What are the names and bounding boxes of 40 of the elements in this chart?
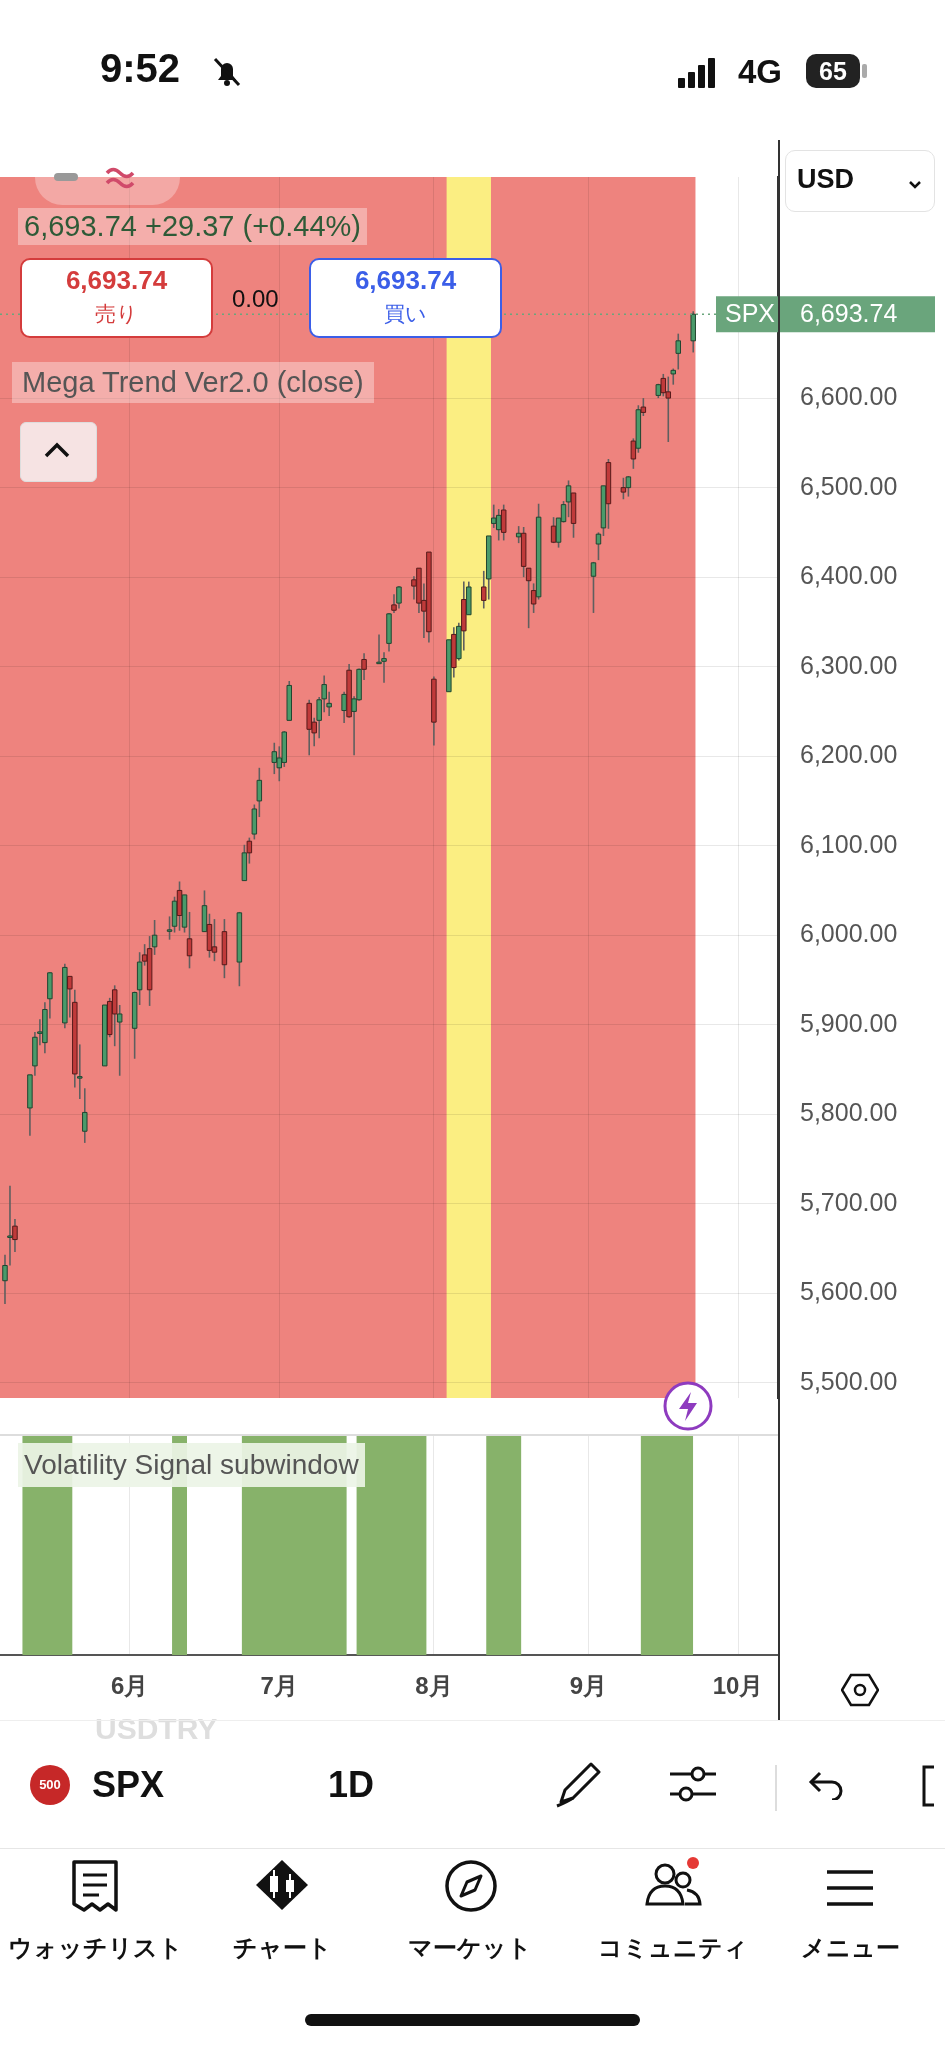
annotation: 6,693.74	[353, 265, 458, 296]
text: マーケット	[407, 1933, 533, 1963]
annotation: 売り	[94, 301, 139, 327]
x-tick-label: 8月	[415, 1672, 453, 1700]
y-tick-label: 6,100.00	[800, 829, 898, 858]
y-tick-label: 6,000.00	[800, 919, 898, 948]
x-tick-label: 7月	[260, 1672, 298, 1700]
y-tick-label: 6,400.00	[800, 561, 898, 590]
text: 500	[30, 1765, 70, 1805]
text: ウォッチリスト	[6, 1933, 184, 1963]
y-tick-label: 6,300.00	[800, 650, 898, 679]
annotation: 6,693.74	[64, 265, 169, 296]
y-tick-label: 6,200.00	[800, 740, 898, 769]
y-tick-label: 5,700.00	[800, 1187, 898, 1216]
ref-line-label: SPX	[725, 299, 776, 328]
y-tick-label: 5,500.00	[800, 1366, 898, 1395]
text: 65	[806, 54, 860, 88]
annotation: 買い	[383, 301, 428, 327]
candlestick	[391, 593, 397, 614]
text: メニュー	[799, 1933, 901, 1963]
text: コミュニティ	[597, 1933, 749, 1963]
annotation: 6,693.74 +29.37 (+0.44%)	[18, 208, 367, 245]
text: 6,693.74	[800, 299, 898, 328]
y-tick-label: 6,500.00	[800, 471, 898, 500]
text: USD	[797, 164, 855, 195]
y-tick-label: 5,800.00	[800, 1098, 898, 1127]
text: SPX	[92, 1764, 165, 1806]
y-tick-label: 5,900.00	[800, 1008, 898, 1037]
text: Volatility Signal subwindow	[18, 1443, 365, 1487]
y-tick-label: 6,600.00	[800, 382, 898, 410]
annotation: 0.00	[232, 285, 279, 313]
text: 1D	[328, 1764, 375, 1806]
annotation: Mega Trend Ver2.0 (close)	[12, 362, 374, 403]
x-tick-label: 9月	[569, 1672, 608, 1700]
text: 9:52	[100, 46, 181, 91]
x-tick-label: 10月	[712, 1672, 764, 1700]
text: チャート	[231, 1933, 333, 1963]
text: 4G	[738, 53, 783, 91]
x-tick-label: 6月	[110, 1672, 149, 1700]
y-tick-label: 5,600.00	[800, 1277, 898, 1306]
